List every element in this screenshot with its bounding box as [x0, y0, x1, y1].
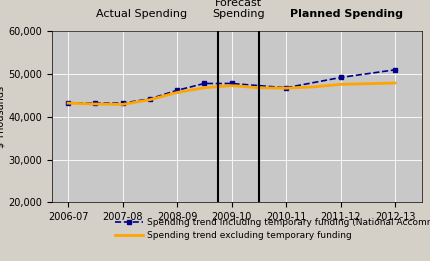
Y-axis label: $ Thousands: $ Thousands	[0, 86, 5, 148]
Text: Actual Spending: Actual Spending	[96, 9, 187, 19]
Text: Forecast
Spending: Forecast Spending	[211, 0, 264, 19]
Legend: Spending trend including temporary funding (National Accommodation Plan), Spendi: Spending trend including temporary fundi…	[111, 215, 430, 244]
Text: Planned Spending: Planned Spending	[289, 9, 402, 19]
